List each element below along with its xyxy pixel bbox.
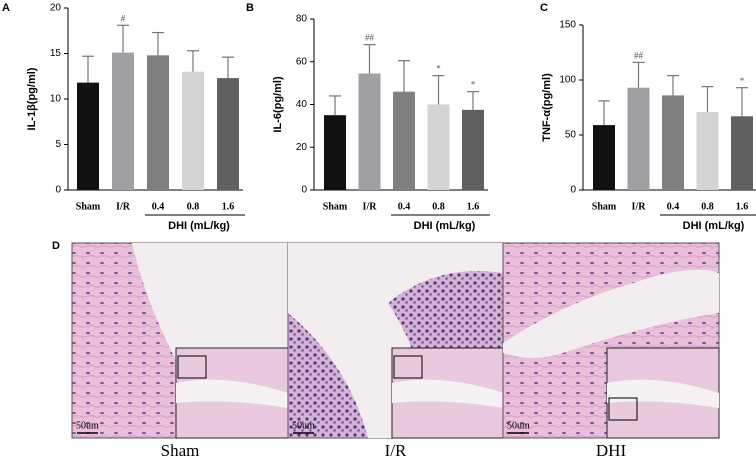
bar: [393, 91, 415, 190]
bar: [112, 52, 134, 191]
inset-marker: [393, 355, 423, 379]
y-tick-label: 0: [55, 185, 61, 196]
panel-label: B: [246, 2, 254, 14]
x-tick-label: 0.8: [187, 201, 200, 212]
bar: [324, 115, 346, 190]
x-tick-label: 0.8: [701, 201, 714, 212]
histology-panel: D 50um Sham 50um I/R 50um DHI: [52, 240, 720, 460]
x-tick-label: 1.6: [736, 201, 749, 212]
significance-mark: ##: [634, 50, 644, 60]
bar: [427, 104, 450, 190]
image-caption: DHI: [596, 441, 627, 460]
y-tick-label: 60: [296, 56, 308, 67]
group-label: DHI (mL/kg): [168, 220, 230, 232]
x-tick-label: 0.4: [152, 201, 165, 212]
x-tick-label: Sham: [323, 201, 348, 212]
y-tick-label: 5: [55, 139, 61, 150]
x-tick-label: Sham: [76, 201, 101, 212]
x-tick-label: I/R: [363, 201, 378, 212]
significance-mark: *: [436, 64, 441, 74]
x-tick-label: 0.8: [432, 201, 445, 212]
bar: [627, 87, 650, 190]
inset-lumen: [176, 379, 288, 408]
y-tick-label: 15: [50, 48, 62, 59]
y-tick-label: 40: [296, 99, 308, 110]
significance-mark: *: [471, 80, 476, 90]
x-tick-label: 0.4: [667, 201, 680, 212]
y-tick-label: 150: [559, 20, 576, 31]
bar: [217, 78, 239, 190]
bar: [77, 82, 99, 190]
bar: [696, 111, 719, 190]
x-tick-label: I/R: [116, 201, 131, 212]
significance-mark: #: [121, 13, 126, 23]
x-tick-label: Sham: [592, 201, 617, 212]
x-tick-label: 1.6: [467, 201, 480, 212]
scale-label: 50um: [76, 420, 99, 431]
bar: [462, 109, 484, 190]
group-label: DHI (mL/kg): [683, 220, 745, 232]
bar: [147, 55, 169, 190]
lumen: [288, 243, 503, 438]
bar: [662, 95, 684, 190]
y-tick-label: 0: [301, 185, 307, 196]
y-tick-label: 20: [296, 142, 308, 153]
panel-label: D: [52, 240, 60, 252]
y-axis-label: IL-1β(pg/ml): [26, 67, 38, 130]
y-axis-label: TNF-α(pg/ml): [541, 73, 553, 142]
panel-label: C: [540, 2, 548, 14]
y-tick-label: 100: [559, 75, 576, 86]
y-tick-label: 0: [570, 185, 576, 196]
inset-lumen: [607, 379, 719, 408]
image-caption: Sham: [161, 441, 200, 460]
inset-lumen: [392, 379, 504, 408]
lumen: [503, 269, 719, 358]
group-label: DHI (mL/kg): [414, 220, 476, 232]
significance-mark: *: [740, 76, 745, 86]
y-tick-label: 20: [50, 3, 62, 14]
bar: [358, 73, 381, 190]
x-tick-label: I/R: [632, 201, 647, 212]
x-tick-label: 0.4: [398, 201, 411, 212]
y-tick-label: 50: [565, 130, 577, 141]
bar: [731, 116, 753, 190]
inset-marker: [177, 355, 207, 379]
y-axis-label: IL-6(pg/ml): [272, 76, 284, 133]
scale-label: 50um: [507, 420, 530, 431]
significance-mark: ##: [365, 33, 375, 43]
image-caption: I/R: [385, 441, 407, 460]
scale-label: 50um: [292, 420, 315, 431]
bar: [593, 125, 615, 190]
panel-label: A: [2, 2, 10, 14]
inset-marker: [608, 397, 638, 421]
bar: [182, 71, 204, 190]
y-tick-label: 80: [296, 14, 308, 25]
x-tick-label: 1.6: [222, 201, 235, 212]
y-tick-label: 10: [50, 94, 62, 105]
